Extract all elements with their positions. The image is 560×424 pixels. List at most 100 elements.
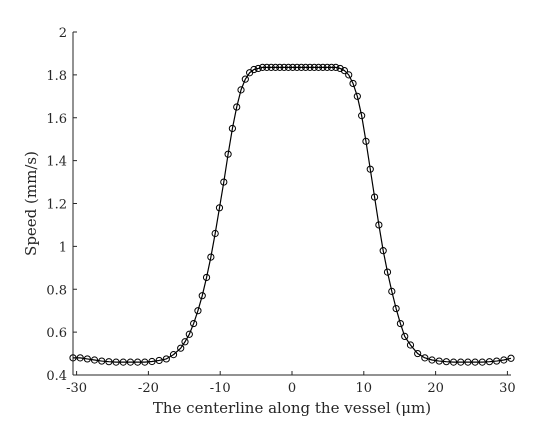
data-point-marker (211, 229, 219, 238)
data-point-marker (271, 63, 280, 71)
data-point-marker (76, 354, 84, 362)
data-point-marker (258, 63, 267, 71)
data-point-marker (362, 137, 370, 145)
data-point-marker (421, 354, 429, 362)
data-point-marker (237, 86, 245, 94)
data-point-marker (471, 358, 479, 366)
axes (72, 32, 511, 376)
data-point-marker (194, 307, 202, 315)
data-point-marker (263, 63, 271, 71)
data-point-marker (332, 63, 340, 71)
x-tick-label: 0 (288, 381, 296, 396)
data-point-marker (392, 304, 400, 313)
data-point-marker (327, 63, 336, 71)
data-point-marker (349, 79, 357, 88)
data-point-marker (383, 268, 392, 276)
data-point-marker (319, 63, 327, 71)
data-point-marker (155, 356, 163, 365)
data-point-marker (375, 221, 383, 229)
y-tick-label: 0.8 (46, 283, 67, 298)
data-point-marker (485, 358, 494, 366)
data-point-marker (388, 287, 396, 295)
data-point-marker (112, 358, 120, 366)
data-point-marker (254, 64, 262, 73)
y-tick-label: 1.8 (46, 69, 67, 84)
data-point-marker (310, 63, 318, 71)
y-tick-label: 1.6 (46, 112, 67, 127)
data-point-marker (507, 354, 515, 362)
data-point-marker (126, 358, 135, 366)
data-point-marker (207, 253, 215, 261)
data-point-marker (119, 358, 127, 366)
data-point-marker (401, 332, 409, 341)
data-point-marker (323, 63, 331, 71)
data-point-marker (141, 358, 149, 366)
y-tick-label: 1 (59, 240, 67, 255)
data-point-marker (228, 124, 236, 133)
y-tick-label: 0.4 (46, 369, 67, 384)
data-point-marker (379, 247, 387, 255)
data-point-marker (280, 63, 288, 71)
data-point-marker (336, 64, 344, 73)
data-point-marker (435, 357, 443, 365)
marker-layer (69, 63, 515, 366)
x-tick-label: 20 (427, 381, 444, 396)
data-point-marker (297, 63, 305, 71)
x-ticks: -30 -20 -10 0 10 20 30 (66, 371, 516, 396)
data-point-marker (198, 292, 206, 300)
x-tick-label: 10 (356, 381, 373, 396)
data-point-marker (233, 103, 241, 111)
data-point-marker (215, 204, 224, 212)
y-tick-label: 2 (59, 26, 67, 41)
data-point-marker (220, 178, 228, 186)
data-point-marker (302, 63, 310, 71)
data-point-marker (396, 319, 405, 328)
data-point-marker (241, 75, 249, 83)
y-ticks: 0.4 0.6 0.8 1 1.2 1.4 1.6 1.8 2 (46, 26, 77, 384)
y-tick-label: 1.2 (46, 198, 67, 213)
data-point-marker (306, 63, 314, 71)
y-axis-label: Speed (mm/s) (22, 151, 40, 256)
data-point-marker (90, 356, 99, 364)
y-tick-label: 0.6 (46, 326, 67, 341)
data-point-marker (414, 349, 422, 358)
data-point-marker (162, 355, 170, 363)
data-point-marker (276, 63, 284, 71)
series-layer (73, 66, 512, 363)
data-point-marker (493, 357, 501, 365)
data-point-marker (224, 150, 232, 158)
data-point-marker (406, 341, 415, 349)
data-point-marker (500, 356, 508, 364)
data-point-marker (457, 358, 465, 366)
data-point-marker (478, 358, 486, 366)
data-point-marker (83, 355, 91, 363)
data-point-marker (98, 357, 106, 365)
data-point-marker (185, 330, 193, 338)
data-point-marker (449, 358, 458, 366)
data-point-marker (442, 358, 450, 366)
data-point-marker (177, 344, 185, 352)
data-point-marker (134, 358, 142, 366)
series-line (73, 66, 512, 363)
x-tick-label: -20 (138, 381, 159, 396)
data-point-marker (284, 63, 293, 71)
x-tick-label: -10 (210, 381, 231, 396)
data-point-marker (353, 92, 361, 100)
data-point-marker (366, 165, 374, 173)
x-axis-label: The centerline along the vessel (μm) (153, 399, 431, 417)
data-point-marker (370, 193, 379, 201)
x-tick-label: -30 (66, 381, 87, 396)
data-point-marker (69, 354, 77, 362)
data-point-marker (148, 357, 156, 366)
data-point-marker (358, 112, 366, 120)
data-point-marker (340, 66, 349, 75)
data-point-marker (202, 273, 211, 282)
data-point-marker (169, 351, 178, 359)
data-point-marker (181, 338, 189, 346)
data-point-marker (464, 358, 472, 366)
data-point-marker (345, 71, 353, 79)
data-point-marker (293, 63, 301, 71)
data-point-marker (428, 356, 436, 364)
